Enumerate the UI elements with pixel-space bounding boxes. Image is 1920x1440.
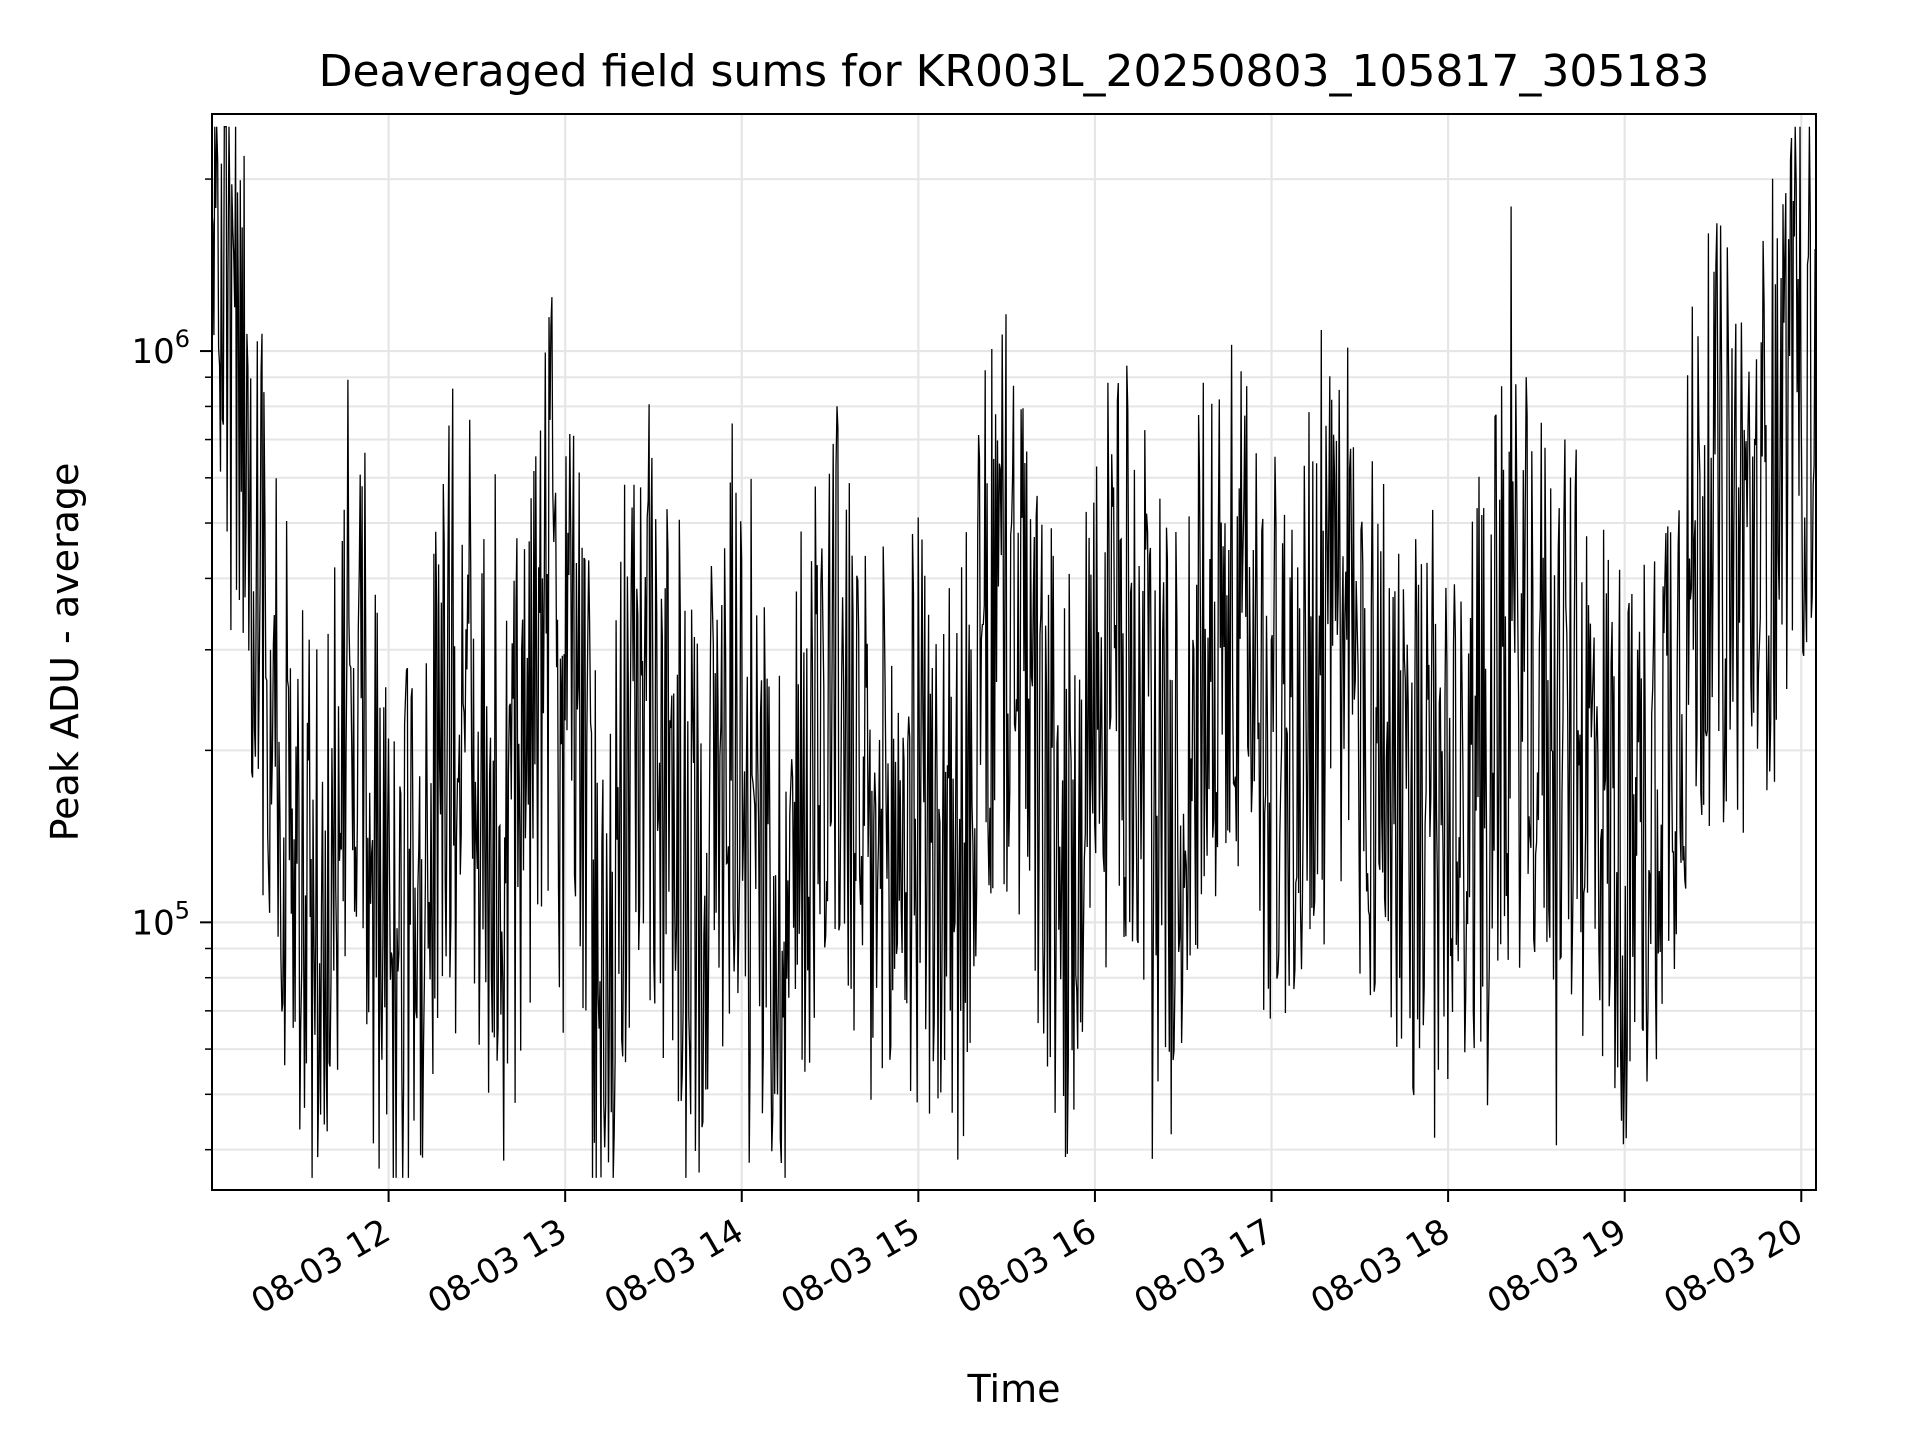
data-series <box>211 126 1817 1178</box>
y-tick-label: 106 <box>131 325 190 372</box>
x-axis-label: Time <box>967 1367 1061 1411</box>
chart-title: Deaveraged field sums for KR003L_2025080… <box>319 46 1710 97</box>
series-line <box>211 126 1817 1178</box>
plot-frame <box>211 113 1817 1191</box>
y-tick-label: 105 <box>131 896 190 943</box>
y-axis-label: Peak ADU - average <box>43 463 87 842</box>
